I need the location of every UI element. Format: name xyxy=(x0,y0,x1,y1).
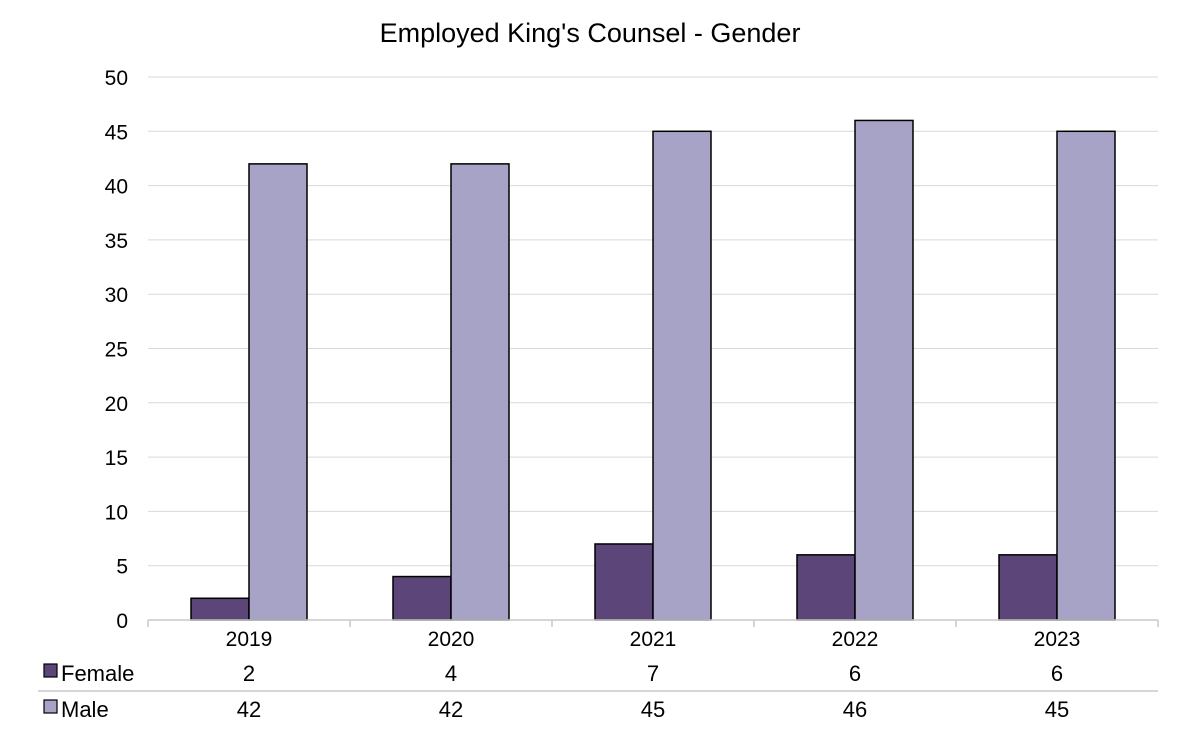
table-cell-female: 2 xyxy=(243,661,255,686)
y-tick-label: 15 xyxy=(105,447,128,470)
bar-female-2019 xyxy=(190,597,250,621)
legend-label-male: Male xyxy=(61,697,109,722)
y-tick-label: 25 xyxy=(105,339,128,362)
bar-female-2021 xyxy=(594,543,654,621)
y-tick-label: 30 xyxy=(105,284,128,307)
x-tick-label: 2021 xyxy=(630,628,677,651)
bar-male-2021 xyxy=(652,130,712,621)
bar-male-2020 xyxy=(450,163,510,621)
x-tick-label: 2019 xyxy=(226,628,273,651)
table-cell-male: 42 xyxy=(237,697,261,722)
table-cell-female: 4 xyxy=(445,661,457,686)
bar-male-2022 xyxy=(854,119,914,621)
bar-male-2019 xyxy=(248,163,308,621)
y-tick-label: 20 xyxy=(105,393,128,416)
legend-swatch-female xyxy=(43,663,58,678)
bar-male-2023 xyxy=(1056,130,1116,621)
y-tick-label: 0 xyxy=(116,610,128,633)
table-cell-male: 46 xyxy=(843,697,867,722)
y-tick-label: 50 xyxy=(105,67,128,90)
x-axis: 2019 2020 2021 2022 2023 xyxy=(147,620,1159,651)
x-tick-label: 2020 xyxy=(428,628,475,651)
table-cell-female: 7 xyxy=(647,661,659,686)
data-table: Female 2 4 7 6 6 Male 42 42 45 46 45 xyxy=(38,661,1158,722)
bar-female-2022 xyxy=(796,554,856,621)
table-cell-male: 45 xyxy=(641,697,665,722)
y-tick-label: 45 xyxy=(105,121,128,144)
chart-title: Employed King's Counsel - Gender xyxy=(380,18,801,48)
y-tick-label: 40 xyxy=(105,176,128,199)
table-cell-female: 6 xyxy=(1051,661,1063,686)
y-axis: 0 5 10 15 20 25 30 35 40 45 50 xyxy=(105,67,128,633)
table-cell-female: 6 xyxy=(849,661,861,686)
bars xyxy=(190,119,1116,621)
y-tick-label: 10 xyxy=(105,501,128,524)
bar-female-2023 xyxy=(998,554,1058,621)
y-tick-label: 5 xyxy=(116,556,128,579)
x-tick-label: 2023 xyxy=(1034,628,1081,651)
y-tick-label: 35 xyxy=(105,230,128,253)
bar-female-2020 xyxy=(392,575,452,621)
table-cell-male: 45 xyxy=(1045,697,1069,722)
legend-label-female: Female xyxy=(61,661,134,686)
legend-swatch-male xyxy=(43,699,58,714)
x-tick-label: 2022 xyxy=(832,628,879,651)
table-cell-male: 42 xyxy=(439,697,463,722)
